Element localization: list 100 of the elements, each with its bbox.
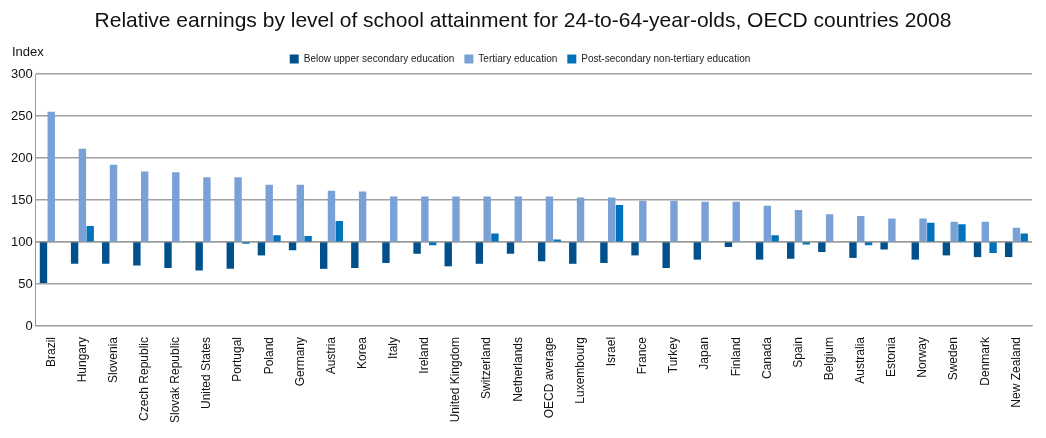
bar — [514, 196, 522, 242]
x-tick-label: United States — [199, 336, 214, 409]
bar — [351, 241, 359, 269]
x-tick-label: United Kingdom — [448, 336, 463, 423]
x-tick-label: Switzerland — [479, 336, 494, 399]
bar — [335, 220, 343, 242]
bar — [195, 241, 203, 271]
bar — [172, 172, 180, 242]
bar — [382, 241, 390, 263]
bar — [927, 222, 935, 242]
bar — [296, 184, 305, 242]
bar — [319, 241, 328, 269]
bar — [818, 241, 826, 253]
bar — [857, 215, 865, 242]
x-tick-label: Ireland — [417, 336, 432, 374]
x-tick-label: Belgium — [821, 336, 836, 381]
bar — [47, 111, 55, 242]
y-tick-label: 300 — [10, 65, 33, 81]
bar — [693, 241, 701, 260]
bar — [763, 205, 772, 242]
bar — [102, 241, 110, 264]
bar — [234, 177, 242, 242]
bar — [615, 205, 624, 242]
bar — [950, 221, 958, 242]
x-tick-label: Germany — [292, 336, 307, 387]
bar — [701, 201, 709, 242]
bar — [911, 241, 919, 260]
bar — [794, 210, 803, 242]
y-tick-label: 100 — [10, 233, 33, 249]
bar — [958, 224, 966, 242]
x-tick-label: Austria — [323, 336, 338, 375]
bar — [265, 184, 273, 242]
bar — [732, 201, 740, 242]
bar — [86, 226, 94, 242]
bar — [358, 191, 367, 242]
y-tick-label: 50 — [18, 275, 33, 291]
y-tick-label: 200 — [10, 149, 33, 165]
x-tick-label: Australia — [853, 336, 868, 384]
x-tick-label: Estonia — [884, 336, 899, 377]
bar — [70, 241, 79, 264]
bar — [390, 196, 398, 242]
bar — [109, 164, 118, 242]
x-tick-label: Hungary — [74, 336, 89, 383]
bar — [787, 241, 795, 259]
x-tick-label: Japan — [697, 336, 712, 370]
x-tick-label: Turkey — [666, 336, 681, 374]
x-tick-label: Poland — [261, 336, 276, 375]
bar — [888, 218, 896, 242]
bar — [639, 200, 647, 242]
legend-label: Tertiary education — [478, 52, 558, 64]
x-tick-label: New Zealand — [1008, 336, 1023, 408]
bar — [600, 241, 608, 263]
bar — [670, 200, 678, 242]
bar — [327, 190, 336, 242]
x-tick-label: Canada — [759, 336, 774, 379]
bar — [164, 241, 172, 269]
bar — [545, 196, 554, 242]
x-tick-label: Luxembourg — [572, 336, 587, 404]
bar — [452, 196, 460, 242]
x-tick-label: Brazil — [43, 336, 58, 367]
bar — [475, 241, 484, 264]
x-tick-label: Korea — [354, 336, 369, 369]
bar — [607, 197, 616, 242]
bar — [989, 241, 997, 253]
y-tick-label: 0 — [25, 317, 33, 333]
x-tick-label: Netherlands — [510, 336, 525, 402]
bar — [662, 241, 670, 269]
bar — [413, 241, 421, 254]
bar — [78, 148, 87, 242]
legend-label: Below upper secondary education — [303, 52, 455, 64]
x-tick-label: Denmark — [977, 335, 992, 386]
bar — [203, 177, 211, 242]
bar — [226, 241, 234, 269]
bar — [483, 196, 491, 242]
x-tick-label: France — [635, 336, 650, 375]
x-tick-label: Slovenia — [105, 336, 120, 383]
bar — [421, 196, 429, 242]
bar — [133, 241, 141, 266]
bar — [849, 241, 857, 258]
legend-label: Post-secondary non-tertiary education — [581, 52, 751, 64]
bar — [140, 171, 149, 242]
y-tick-label: 250 — [10, 107, 33, 123]
bar — [755, 241, 764, 260]
x-tick-label: Czech Republic — [136, 336, 151, 421]
x-tick-label: OECD average — [541, 336, 556, 419]
y-tick-label: 150 — [10, 191, 33, 207]
bar — [39, 241, 48, 284]
x-tick-label: Sweden — [946, 336, 961, 381]
bar — [569, 241, 577, 264]
x-tick-label: Slovak Republic — [168, 336, 183, 423]
x-tick-label: Finland — [728, 336, 743, 377]
x-tick-label: Portugal — [230, 336, 245, 382]
bar — [631, 241, 639, 256]
x-tick-label: Spain — [790, 336, 805, 368]
bar — [919, 218, 927, 242]
x-tick-label: Norway — [915, 336, 930, 378]
chart-title: Relative earnings by level of school attainment for 24-to-64-year-olds, OECD countries 2008 — [93, 8, 953, 32]
x-tick-label: Italy — [386, 336, 401, 359]
bar — [576, 197, 585, 242]
bar — [825, 214, 834, 242]
